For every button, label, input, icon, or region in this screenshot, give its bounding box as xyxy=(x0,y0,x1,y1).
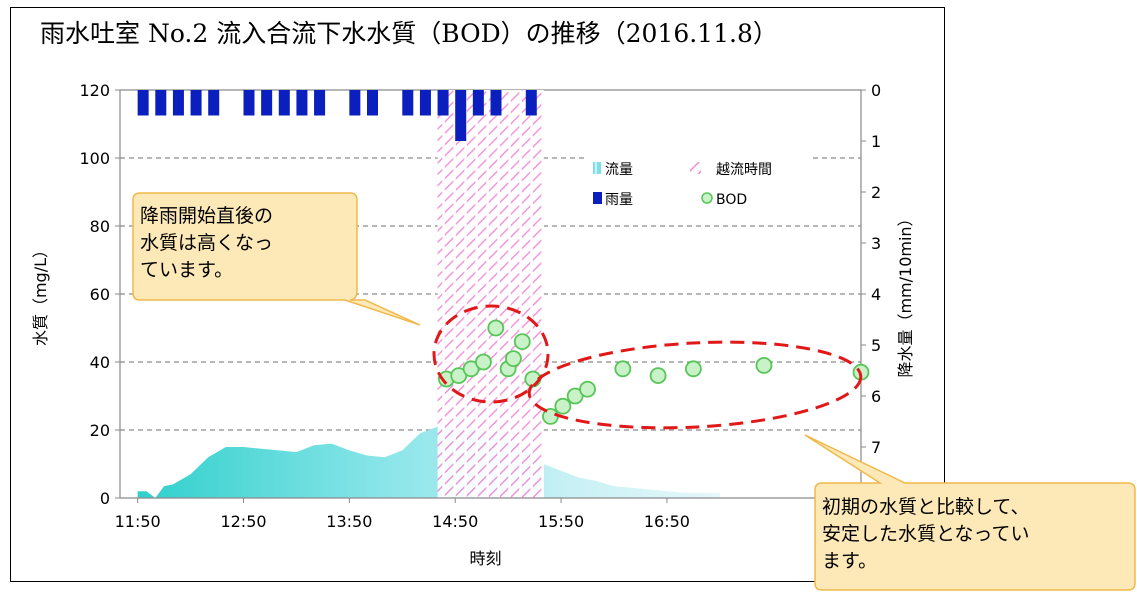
legend-bod-label: BOD xyxy=(716,192,747,208)
y-left-tick-label: 0 xyxy=(100,489,110,508)
y-right-tick-label: 4 xyxy=(871,285,881,304)
rain-bar xyxy=(455,90,467,141)
bod-point xyxy=(755,356,773,374)
rain-bar xyxy=(402,90,414,116)
axes: 0 20 40 60 80 100 120 0 1 2 3 4 5 6 7 11:50 12:50 13:50 14… xyxy=(31,81,915,568)
callout-left-text: 降雨開始直後の水質は高くなっています。 xyxy=(140,205,273,281)
rain-bar xyxy=(349,90,361,116)
rain-bar xyxy=(137,90,149,116)
bod-point xyxy=(475,353,492,371)
callout-line: 降雨開始直後の xyxy=(140,205,273,227)
y-left-tick-label: 120 xyxy=(79,81,110,100)
callout-left-shape xyxy=(132,192,421,326)
rain-bar xyxy=(296,90,308,116)
rain-bar xyxy=(278,90,290,116)
rain-bar-series xyxy=(137,90,537,141)
rain-bar xyxy=(190,90,202,116)
y-right-tick-label: 0 xyxy=(871,81,881,100)
y-right-axis-title: 降水量（mm/10min） xyxy=(896,210,915,377)
rain-bar xyxy=(490,90,502,116)
bod-point xyxy=(554,397,572,415)
callout-line: 安定した水質となってい xyxy=(822,523,1029,545)
y-right-tick-label: 7 xyxy=(871,438,881,457)
chart-title: 雨水吐室 No.2 流入合流下水水質（BOD）の推移（2016.11.8） xyxy=(40,19,778,48)
legend-overflow-swatch xyxy=(690,162,701,174)
legend-overflow-label: 越流時間 xyxy=(716,162,772,178)
bod-point xyxy=(579,380,596,398)
flow-area xyxy=(137,426,720,498)
bod-point xyxy=(614,360,632,378)
x-tick-label: 14:50 xyxy=(432,512,478,531)
callout-line: 水質は高くなっ xyxy=(140,232,273,254)
legend-rain-swatch xyxy=(593,192,602,204)
y-right-tick-label: 2 xyxy=(871,183,881,202)
rain-bar xyxy=(472,90,484,116)
callout-right-shape xyxy=(804,434,1136,591)
y-left-tick-label: 60 xyxy=(90,285,110,304)
flow-area-series xyxy=(137,426,720,498)
y-right-tick-label: 3 xyxy=(871,234,881,253)
callout-line: 初期の水質と比較して、 xyxy=(822,496,1029,518)
bod-point xyxy=(513,333,531,351)
rain-bar xyxy=(155,90,167,116)
y-left-tick-label: 20 xyxy=(90,421,110,440)
rain-bar xyxy=(437,90,449,116)
x-tick-label: 16:50 xyxy=(644,512,690,531)
legend-rain-label: 雨量 xyxy=(605,192,633,208)
highlight-ellipse-stable xyxy=(527,340,863,430)
legend-flow-label: 流量 xyxy=(605,162,633,178)
x-axis-title: 時刻 xyxy=(469,549,501,568)
legend-flow-swatch xyxy=(593,162,601,174)
callout-line: ます。 xyxy=(822,550,877,572)
legend: 流量 越流時間 雨量 BOD xyxy=(585,154,810,214)
rain-bar xyxy=(261,90,273,116)
x-tick-label: 13:50 xyxy=(326,512,372,531)
bod-point xyxy=(487,319,505,337)
callout-right-text: 初期の水質と比較して、安定した水質となっています。 xyxy=(822,496,1029,572)
y-left-axis-title: 水質（mg/L） xyxy=(31,242,50,346)
x-tick-label: 15:50 xyxy=(538,512,584,531)
highlight-ellipse-initial xyxy=(432,304,550,404)
overflow-period-series xyxy=(437,90,544,498)
y-left-tick-label: 40 xyxy=(90,353,110,372)
y-left-tick-label: 80 xyxy=(90,217,110,236)
legend-bod-marker xyxy=(701,192,713,204)
rain-bar xyxy=(419,90,431,116)
bod-point xyxy=(684,360,702,378)
rain-bar xyxy=(172,90,184,116)
rain-bar xyxy=(243,90,255,116)
rain-bar xyxy=(314,90,326,116)
bod-point xyxy=(505,350,522,368)
callout-line: ています。 xyxy=(140,259,233,281)
x-tick-label: 11:50 xyxy=(115,512,161,531)
y-right-tick-label: 1 xyxy=(871,132,881,151)
y-left-tick-label: 100 xyxy=(79,149,110,168)
rain-bar xyxy=(525,90,537,116)
bod-point xyxy=(649,367,667,385)
x-tick-label: 12:50 xyxy=(220,512,266,531)
rain-bar xyxy=(208,90,220,116)
y-right-tick-label: 6 xyxy=(871,387,881,406)
rain-bar xyxy=(367,90,378,116)
y-right-tick-label: 5 xyxy=(871,336,881,355)
